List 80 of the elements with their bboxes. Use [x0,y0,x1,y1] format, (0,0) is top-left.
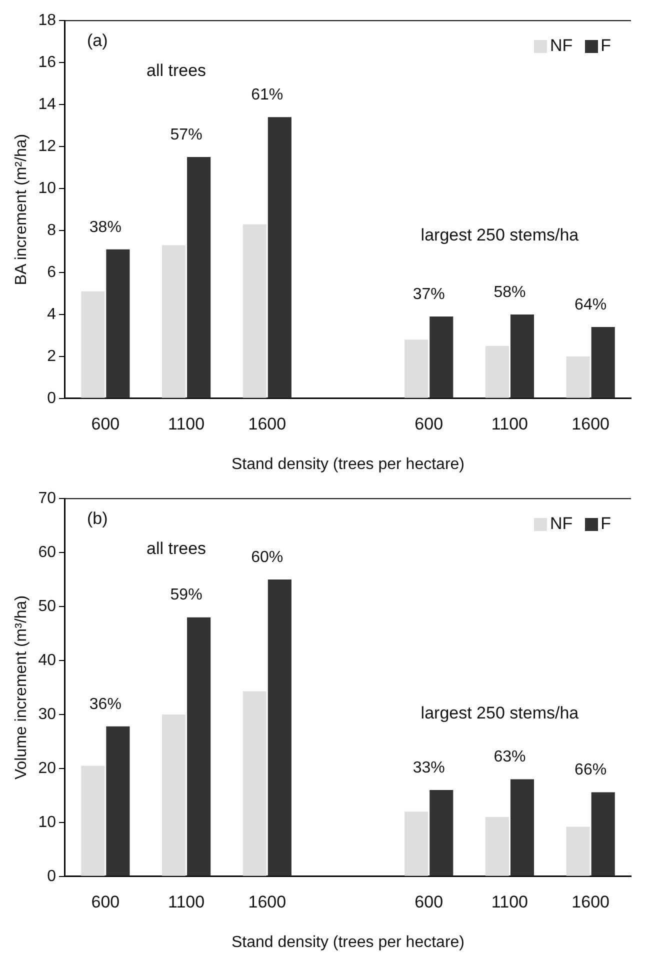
bar [430,790,454,876]
y-tick-label: 40 [38,652,56,669]
y-tick-label: 8 [47,222,56,239]
bar [485,346,509,398]
y-tick-label: 60 [38,544,56,561]
x-tick-label: 1600 [572,414,610,434]
bar [106,726,130,876]
y-tick-label: 4 [47,306,56,323]
bar [106,249,130,398]
x-tick-label: 600 [414,892,444,912]
x-axis-title: Stand density (trees per hectare) [231,456,465,473]
y-axis-title: Volume increment (m³/ha) [13,595,30,780]
annotation: largest 250 stems/ha [420,226,580,245]
bar [566,356,590,398]
y-tick-label: 18 [38,12,56,30]
bar [566,826,590,876]
x-tick-label: 600 [414,414,444,434]
x-tick-label: 1100 [491,892,528,912]
bar [510,779,534,876]
x-tick-label: 600 [91,414,120,434]
annotation: 59% [170,586,202,604]
legend-label: F [600,36,611,56]
y-tick-label: 0 [47,868,56,885]
legend-label: NF [550,36,573,56]
annotation: (b) [86,508,108,528]
annotation: 64% [574,296,607,314]
bar [187,617,211,876]
legend-label: NF [550,514,573,534]
y-tick-label: 0 [47,390,56,407]
bar [268,580,292,876]
bar [430,316,454,398]
annotation: all trees [146,60,206,80]
x-tick-label: 1600 [248,892,286,912]
x-tick-label: 1600 [572,892,610,912]
legend-label: F [600,514,611,534]
x-tick-label: 600 [91,892,120,912]
bar [591,792,615,876]
y-tick-label: 12 [38,138,56,155]
x-tick-label: 1100 [168,414,205,434]
annotation: 33% [412,759,445,776]
y-tick-label: 10 [38,180,56,197]
y-tick-label: 50 [38,598,56,615]
y-tick-label: 70 [38,490,56,508]
y-tick-label: 20 [38,760,56,777]
bar [81,766,105,876]
bar [404,812,428,876]
annotation: 37% [412,286,445,303]
annotation: 36% [89,696,122,713]
y-tick-label: 30 [38,706,56,723]
bar [162,714,186,876]
bar [81,291,105,398]
y-tick-label: 14 [38,96,56,113]
x-axis-title: Stand density (trees per hectare) [231,934,465,951]
annotation: 66% [574,762,607,779]
bar [242,224,266,398]
x-tick-label: 1100 [491,414,528,434]
annotation: largest 250 stems/ha [420,704,580,723]
x-tick-label: 1600 [248,414,286,434]
bar [187,157,211,398]
bar [591,327,615,398]
annotation: 63% [494,748,526,766]
bar [485,817,509,876]
annotation: 57% [170,126,202,144]
bar [510,314,534,398]
annotation: 38% [89,218,122,236]
y-tick-label: 10 [38,814,56,831]
annotation: 60% [251,548,284,566]
bar [404,340,428,398]
bar [162,245,186,398]
x-tick-label: 1100 [168,892,205,912]
y-tick-label: 16 [38,54,56,71]
y-tick-label: 2 [47,348,56,365]
annotation: all trees [146,538,206,558]
bar [242,691,266,876]
annotation: 58% [494,284,526,301]
annotation: 61% [251,86,284,104]
bar [268,117,292,398]
y-tick-label: 6 [47,264,56,281]
annotation: (a) [86,30,108,50]
y-axis-title: BA increment (m²/ha) [13,134,30,286]
